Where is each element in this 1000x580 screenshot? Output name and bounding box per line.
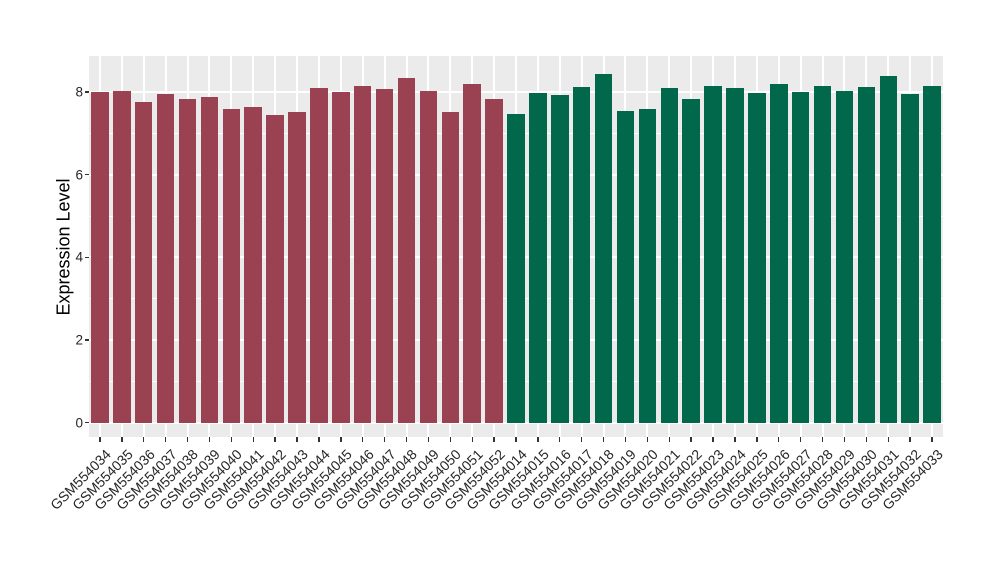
- bar: [616, 110, 635, 423]
- x-tick-mark: [143, 437, 145, 442]
- x-tick-mark: [712, 437, 714, 442]
- x-tick-mark: [340, 437, 342, 442]
- x-tick-mark: [186, 437, 189, 442]
- bar: [835, 90, 854, 423]
- bar: [113, 90, 131, 423]
- bar: [266, 114, 284, 423]
- x-tick-mark: [843, 437, 846, 442]
- bar: [353, 85, 372, 423]
- x-tick-mark: [318, 437, 320, 442]
- bar: [463, 83, 481, 423]
- bar: [682, 98, 700, 423]
- bar: [726, 87, 744, 423]
- y-tick-label: 4: [75, 249, 83, 265]
- x-tick-mark: [515, 437, 517, 442]
- x-tick-mark: [208, 437, 211, 442]
- x-tick-mark: [99, 437, 101, 442]
- x-tick-mark: [383, 437, 386, 442]
- x-tick-mark: [602, 437, 605, 442]
- bar: [397, 78, 416, 423]
- x-tick-mark: [296, 437, 298, 442]
- bar: [638, 108, 657, 423]
- bar: [332, 92, 350, 423]
- bar: [310, 87, 328, 423]
- bar: [200, 97, 219, 423]
- x-tick-mark: [734, 437, 736, 442]
- x-tick-mark: [493, 437, 495, 442]
- x-tick-mark: [778, 437, 780, 442]
- bar: [178, 99, 197, 423]
- bar: [791, 91, 810, 423]
- x-tick-mark: [756, 437, 758, 442]
- bar: [244, 106, 262, 423]
- bar: [156, 94, 175, 423]
- x-tick-mark: [887, 437, 889, 442]
- x-tick-mark: [405, 437, 408, 442]
- bar: [551, 94, 569, 423]
- y-tick-mark: [84, 91, 89, 93]
- bar: [441, 112, 460, 423]
- bar: [901, 94, 919, 423]
- y-tick-label: 8: [75, 84, 83, 100]
- bar: [660, 87, 679, 423]
- y-axis-title: Expression Level: [53, 178, 74, 316]
- x-tick-mark: [449, 437, 451, 442]
- x-tick-mark: [274, 437, 276, 442]
- bar: [770, 83, 788, 423]
- x-tick-mark: [580, 437, 583, 442]
- x-tick-mark: [252, 437, 254, 442]
- bar: [419, 91, 438, 423]
- x-tick-mark: [362, 437, 364, 442]
- x-tick-mark: [427, 437, 430, 442]
- bar: [529, 92, 547, 423]
- x-tick-mark: [230, 437, 233, 442]
- bar: [507, 114, 525, 423]
- y-tick-mark: [84, 174, 89, 176]
- bar: [485, 99, 503, 423]
- plot-panel: [89, 56, 943, 437]
- bar: [879, 75, 897, 423]
- y-tick-mark: [84, 421, 89, 424]
- x-tick-mark: [690, 437, 692, 442]
- bar: [572, 86, 591, 423]
- x-tick-mark: [821, 437, 824, 442]
- bar: [748, 92, 766, 423]
- bar: [375, 88, 394, 423]
- bar: [134, 102, 153, 423]
- y-tick-label: 0: [75, 415, 83, 430]
- bar: [594, 73, 613, 423]
- bar: [91, 92, 109, 423]
- y-tick-mark: [84, 256, 89, 258]
- x-tick-mark: [909, 437, 911, 442]
- y-tick-mark: [84, 339, 89, 341]
- bar: [813, 86, 832, 423]
- x-tick-mark: [931, 437, 933, 442]
- bar: [222, 108, 241, 423]
- x-tick-mark: [668, 437, 670, 442]
- x-tick-mark: [559, 437, 561, 442]
- x-tick-mark: [121, 437, 123, 442]
- x-tick-mark: [164, 437, 167, 442]
- bar: [704, 85, 722, 423]
- y-tick-label: 6: [75, 167, 83, 183]
- bar: [923, 86, 941, 423]
- x-tick-mark: [646, 437, 649, 442]
- bar: [857, 86, 876, 423]
- x-tick-mark: [471, 437, 473, 442]
- x-tick-mark: [865, 437, 868, 442]
- y-tick-label: 2: [75, 332, 83, 348]
- bar: [288, 111, 306, 423]
- x-tick-mark: [799, 437, 802, 442]
- x-tick-mark: [537, 437, 539, 442]
- x-tick-mark: [624, 437, 627, 442]
